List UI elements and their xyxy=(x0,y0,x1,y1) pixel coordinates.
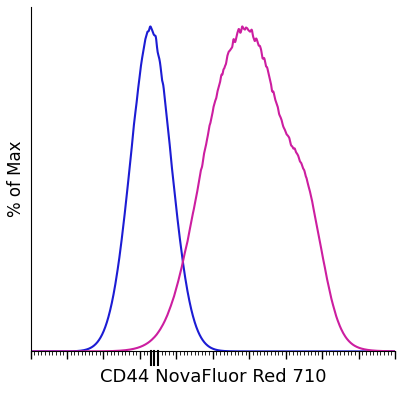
X-axis label: CD44 NovaFluor Red 710: CD44 NovaFluor Red 710 xyxy=(99,368,325,386)
Y-axis label: % of Max: % of Max xyxy=(7,141,25,217)
